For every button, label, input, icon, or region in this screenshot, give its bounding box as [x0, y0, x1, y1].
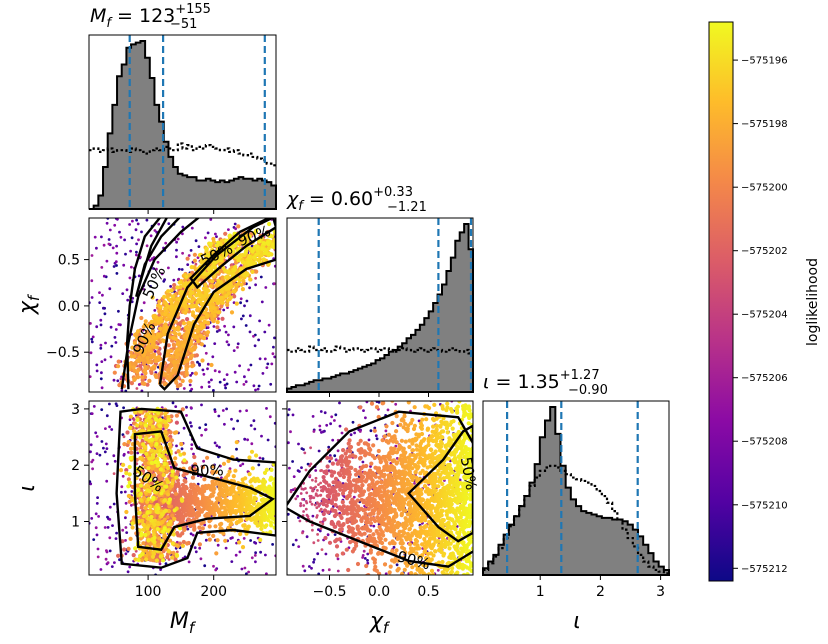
contour-90-chi_f-vs-M_f-b: [158, 218, 276, 391]
tick-layer: 100 200 −0.5 0.0 0.5 1 2 3 0.5 0.0 −0.5 3 2 1: [46, 209, 665, 600]
colorbar-label: loglikelihood: [805, 258, 821, 346]
contour-label-iota_vs_chi_f-0: 50%: [457, 456, 481, 492]
xlabel-iota: ι: [573, 609, 580, 634]
ytick-label-chi_f-1: 0.0: [58, 299, 80, 315]
ylabel-iota: ι: [15, 484, 40, 491]
contour-50-chi_f-vs-M_f-b: [189, 218, 276, 290]
ytick-label-iota-0: 3: [71, 402, 80, 418]
colorbar-tick-label-2: −575200: [741, 183, 788, 194]
histogram-layer: [89, 35, 670, 576]
title-iota: ι = 1.35+1.27: [483, 368, 600, 393]
contour-label-iota_vs_M_f-1: 90%: [190, 461, 223, 479]
ytick-label-iota-1: 2: [71, 458, 80, 474]
colorbar-tick-label-1: −575198: [741, 119, 788, 130]
scatter-layer: [89, 218, 473, 575]
contour-90-chi_f-vs-M_f-a: [120, 218, 201, 390]
colorbar-ticks: −575196 −575198 −575200 −575202 −575204 −5752…: [733, 56, 788, 575]
ytick-label-iota-2: 1: [71, 515, 80, 531]
contour-90-iota-vs-M_f: [115, 407, 276, 569]
title-iota-minus: −0.90: [568, 383, 608, 398]
panel-frame-1-1: [286, 217, 474, 393]
marginal-iota: [482, 401, 670, 576]
prior-hist-chi_f: [287, 345, 473, 355]
title-M_f-minus: −51: [170, 17, 197, 32]
chi_f-vs-M_f-samples: [89, 218, 276, 392]
colorbar-tick-label-6: −575208: [741, 437, 788, 448]
posterior-hist-iota: [482, 406, 670, 576]
contour-50-iota-vs-chi_f: [407, 424, 473, 543]
colorbar-tick-label-8: −575212: [741, 564, 788, 575]
posterior-hist-chi_f: [286, 223, 474, 393]
colorbar-tick-label-4: −575204: [741, 310, 788, 321]
contour-90-iota-vs-chi_f: [287, 410, 473, 568]
colorbar: [708, 21, 734, 582]
xtick-label-iota-0: 1: [536, 584, 545, 600]
colorbar-tick-label-7: −575210: [741, 500, 788, 511]
xlabel-M_f: Mf: [170, 609, 197, 637]
marginal-M_f: [89, 35, 277, 210]
colorbar-tick-label-5: −575206: [741, 373, 788, 384]
title-chi_f: χf = 0.60+0.33: [286, 185, 413, 214]
iota-vs-chi_f-samples: [287, 401, 473, 575]
panel-frame-2-2: [482, 400, 670, 576]
xtick-label-M_f-0: 100: [135, 584, 162, 600]
title-chi_f-minus: −1.21: [387, 200, 427, 215]
ylabel-chi_f: χf: [15, 293, 43, 315]
panel-frame-1-0: [88, 217, 277, 393]
title-M_f: Mf = 123+155: [90, 2, 211, 31]
contour-50-iota-vs-M_f: [133, 430, 275, 551]
posterior-hist-M_f: [89, 40, 277, 210]
colorbar-tick-label-3: −575202: [741, 246, 788, 257]
contour-50-chi_f-vs-M_f-a: [135, 218, 181, 298]
xtick-label-chi_f-0: −0.5: [313, 584, 347, 600]
xtick-label-chi_f-1: 0.0: [368, 584, 390, 600]
xtick-label-iota-1: 2: [596, 584, 605, 600]
prior-hist-M_f: [89, 142, 276, 167]
iota-vs-M_f-samples: [89, 401, 276, 575]
ytick-label-chi_f-2: −0.5: [46, 345, 80, 361]
axes-frames: [88, 34, 670, 576]
ytick-label-chi_f-0: 0.5: [58, 253, 80, 269]
xtick-label-iota-2: 3: [656, 584, 665, 600]
xlabel-chi_f: χf: [369, 609, 391, 637]
xtick-label-M_f-1: 200: [200, 584, 227, 600]
xtick-label-chi_f-2: 0.5: [417, 584, 439, 600]
marginal-chi_f: [286, 218, 474, 393]
panel-frame-2-0: [88, 400, 277, 576]
panel-frame-0-0: [88, 34, 277, 210]
colorbar-tick-label-0: −575196: [741, 56, 788, 67]
panel-frame-2-1: [286, 400, 474, 576]
